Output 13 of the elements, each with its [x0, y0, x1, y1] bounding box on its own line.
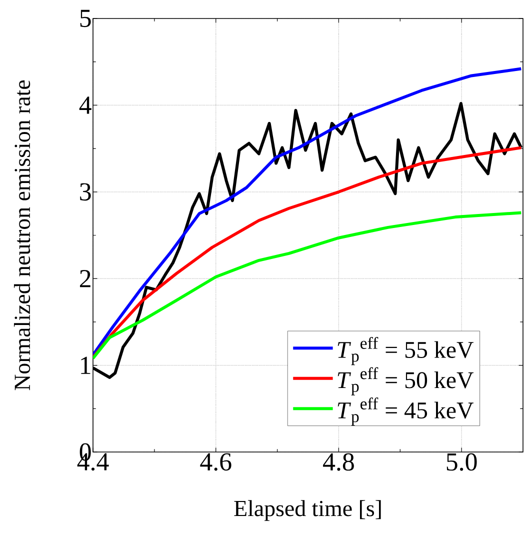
y-tick-label: 1 [81, 356, 90, 374]
y-tick-label: 4 [79, 96, 92, 114]
x-axis-title: Elapsed time [s] [234, 500, 381, 521]
legend-label: T$_{p}$$^{eff}$ = 45 keV [338, 398, 474, 426]
y-axis-title: Normalized neutron emission rate [14, 80, 30, 390]
legend-label: T$_{p}$$^{eff}$ = 55 keV [338, 337, 474, 366]
y-tick-label: 3 [80, 183, 91, 201]
x-tick-label: 5.0 [446, 453, 477, 471]
x-tick-label: 4.8 [323, 453, 354, 471]
y-tick-label: 5 [80, 10, 91, 28]
legend-label: T$_{p}$$^{eff}$ = 50 keV [338, 367, 474, 396]
y-tick-label: 2 [80, 270, 90, 288]
x-tick-label: 4.6 [200, 453, 232, 471]
